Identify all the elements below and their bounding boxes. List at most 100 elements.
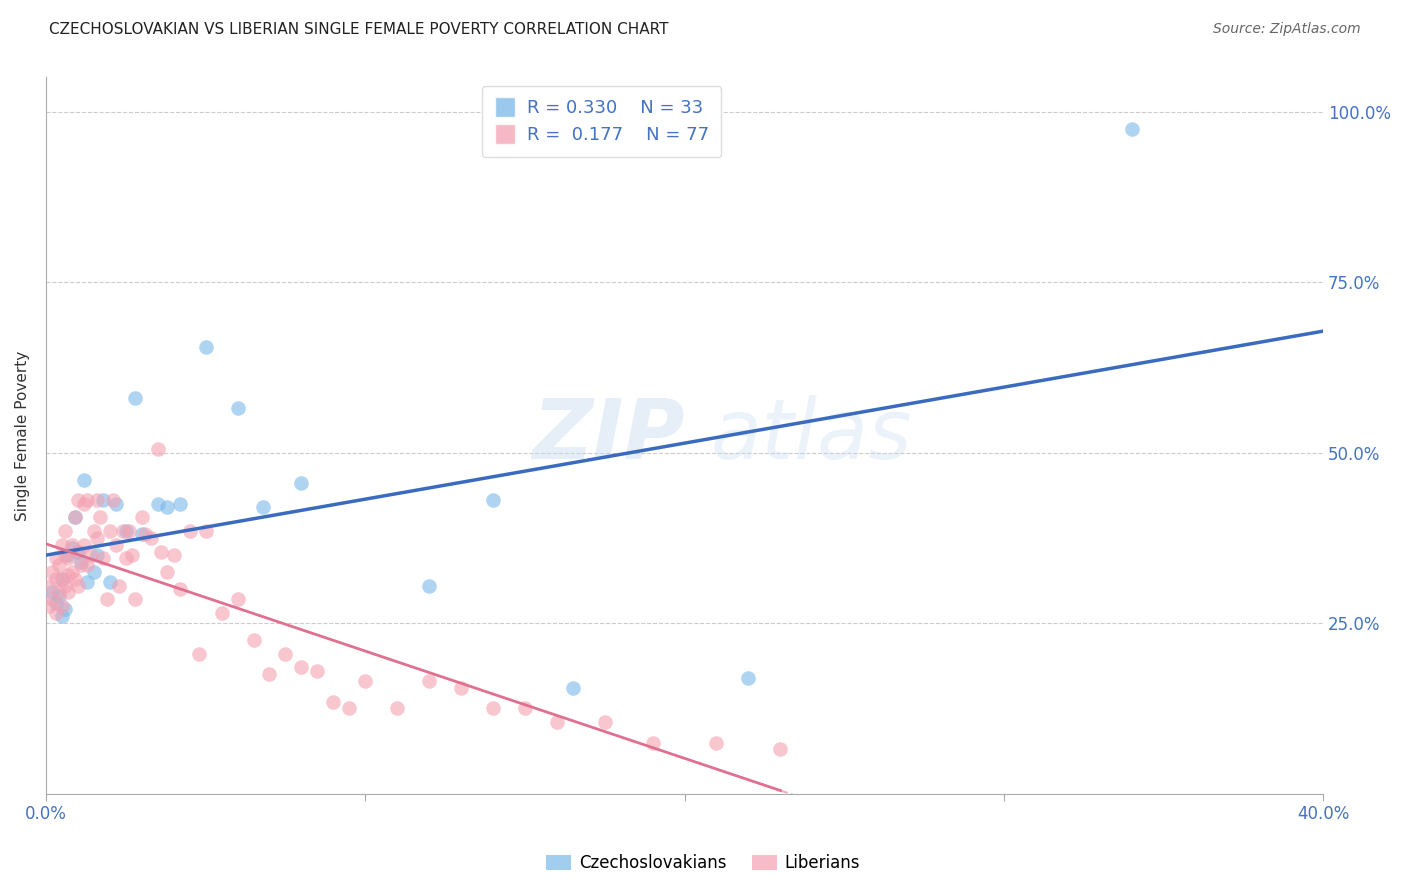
Point	[51, 538, 73, 552]
Point	[60, 538, 83, 552]
Point	[134, 527, 156, 541]
Point	[45, 551, 67, 566]
Point	[76, 493, 98, 508]
Point	[593, 714, 616, 729]
Point	[98, 524, 121, 538]
Text: Source: ZipAtlas.com: Source: ZipAtlas.com	[1213, 22, 1361, 37]
Legend: R = 0.330    N = 33, R =  0.177    N = 77: R = 0.330 N = 33, R = 0.177 N = 77	[482, 87, 721, 157]
Point	[450, 681, 472, 695]
Point	[63, 510, 86, 524]
Point	[70, 555, 93, 569]
Point	[79, 548, 101, 562]
Point	[194, 524, 217, 538]
Point	[66, 544, 89, 558]
Point	[513, 701, 536, 715]
Point	[226, 401, 249, 416]
Point	[96, 592, 118, 607]
Point	[53, 602, 76, 616]
Point	[45, 572, 67, 586]
Point	[38, 599, 60, 613]
Point	[131, 527, 153, 541]
Point	[53, 579, 76, 593]
Point	[53, 548, 76, 562]
Point	[83, 524, 105, 538]
Point	[73, 497, 96, 511]
Point	[58, 551, 80, 566]
Point	[101, 493, 124, 508]
Point	[45, 606, 67, 620]
Point	[51, 572, 73, 586]
Point	[58, 568, 80, 582]
Point	[53, 524, 76, 538]
Text: ZIP: ZIP	[531, 395, 685, 476]
Point	[51, 609, 73, 624]
Point	[156, 500, 179, 515]
Point	[121, 548, 143, 562]
Point	[93, 493, 115, 508]
Point	[418, 674, 440, 689]
Point	[354, 674, 377, 689]
Point	[211, 606, 233, 620]
Point	[188, 647, 211, 661]
Point	[769, 742, 792, 756]
Y-axis label: Single Female Poverty: Single Female Poverty	[15, 351, 30, 521]
Point	[737, 671, 759, 685]
Point	[482, 493, 505, 508]
Point	[66, 579, 89, 593]
Point	[41, 565, 63, 579]
Point	[141, 531, 163, 545]
Point	[48, 589, 70, 603]
Point	[1121, 121, 1143, 136]
Point	[73, 538, 96, 552]
Point	[124, 592, 146, 607]
Point	[131, 510, 153, 524]
Point	[124, 391, 146, 405]
Point	[163, 548, 186, 562]
Point	[149, 544, 172, 558]
Point	[41, 585, 63, 599]
Point	[118, 524, 141, 538]
Point	[38, 579, 60, 593]
Point	[156, 565, 179, 579]
Point	[86, 548, 108, 562]
Point	[179, 524, 201, 538]
Point	[51, 599, 73, 613]
Point	[259, 667, 281, 681]
Point	[146, 497, 169, 511]
Text: CZECHOSLOVAKIAN VS LIBERIAN SINGLE FEMALE POVERTY CORRELATION CHART: CZECHOSLOVAKIAN VS LIBERIAN SINGLE FEMAL…	[49, 22, 669, 37]
Point	[114, 551, 136, 566]
Point	[108, 579, 131, 593]
Point	[83, 565, 105, 579]
Point	[337, 701, 360, 715]
Point	[60, 541, 83, 555]
Point	[51, 572, 73, 586]
Point	[194, 340, 217, 354]
Point	[706, 735, 728, 749]
Point	[73, 473, 96, 487]
Point	[89, 510, 111, 524]
Point	[63, 510, 86, 524]
Point	[418, 579, 440, 593]
Point	[482, 701, 505, 715]
Point	[290, 660, 312, 674]
Point	[58, 585, 80, 599]
Point	[48, 585, 70, 599]
Point	[76, 575, 98, 590]
Point	[63, 572, 86, 586]
Point	[546, 714, 568, 729]
Legend: Czechoslovakians, Liberians: Czechoslovakians, Liberians	[538, 847, 868, 880]
Point	[252, 500, 274, 515]
Point	[274, 647, 297, 661]
Text: atlas: atlas	[710, 395, 911, 476]
Point	[45, 596, 67, 610]
Point	[290, 476, 312, 491]
Point	[169, 582, 191, 596]
Point	[561, 681, 583, 695]
Point	[66, 544, 89, 558]
Point	[66, 493, 89, 508]
Point	[114, 524, 136, 538]
Point	[60, 565, 83, 579]
Point	[307, 664, 329, 678]
Point	[86, 531, 108, 545]
Point	[70, 558, 93, 573]
